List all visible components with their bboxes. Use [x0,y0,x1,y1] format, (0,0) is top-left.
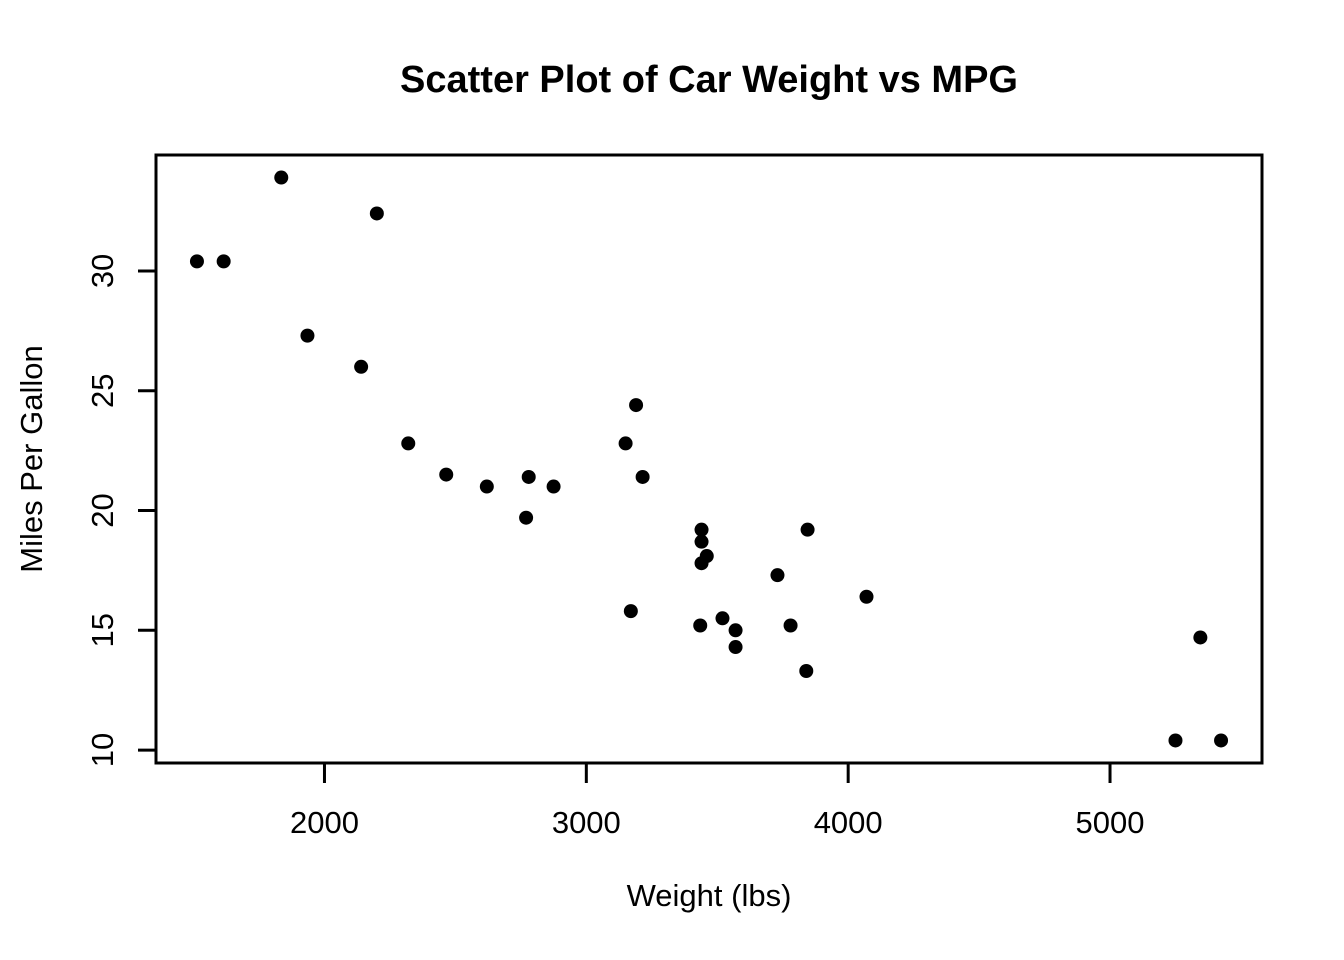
y-axis-label: Miles Per Gallon [14,345,49,572]
data-point [216,254,231,269]
data-point [546,479,561,494]
plot-border [154,153,1264,765]
data-point [401,436,416,451]
data-point [728,623,743,638]
data-point [800,522,815,537]
data-point [694,556,709,571]
y-tick-label: 25 [85,373,120,407]
data-point [618,436,633,451]
data-point [629,398,644,413]
data-point [1168,733,1183,748]
data-point [189,254,204,269]
data-point [694,522,709,537]
data-point [715,611,730,626]
data-point [354,359,369,374]
data-point [300,328,315,343]
data-point [770,568,785,583]
data-point [519,510,534,525]
data-point [369,206,384,221]
data-point [783,618,798,633]
data-point [623,604,638,619]
data-point [479,479,494,494]
y-tick-label: 15 [85,613,120,647]
data-point [274,170,289,185]
data-point [694,534,709,549]
y-tick-label: 10 [85,733,120,767]
data-point [693,618,708,633]
x-axis-label: Weight (lbs) [627,878,792,913]
chart-title: Scatter Plot of Car Weight vs MPG [400,59,1018,101]
x-tick-label: 2000 [290,805,359,840]
data-point [799,664,814,679]
x-tick-label: 3000 [552,805,621,840]
y-tick-label: 30 [85,254,120,288]
x-tick-label: 4000 [814,805,883,840]
data-point [521,469,536,484]
data-point [635,469,650,484]
y-tick-label: 20 [85,493,120,527]
x-axis: 2000 3000 4000 5000 [290,763,1145,840]
data-point [859,589,874,604]
x-tick-label: 5000 [1076,805,1145,840]
data-point [1193,630,1208,645]
data-point [1214,733,1229,748]
y-axis: 10 15 20 25 30 [85,254,156,767]
data-point [439,467,454,482]
data-point [728,640,743,655]
data-points [189,170,1229,748]
